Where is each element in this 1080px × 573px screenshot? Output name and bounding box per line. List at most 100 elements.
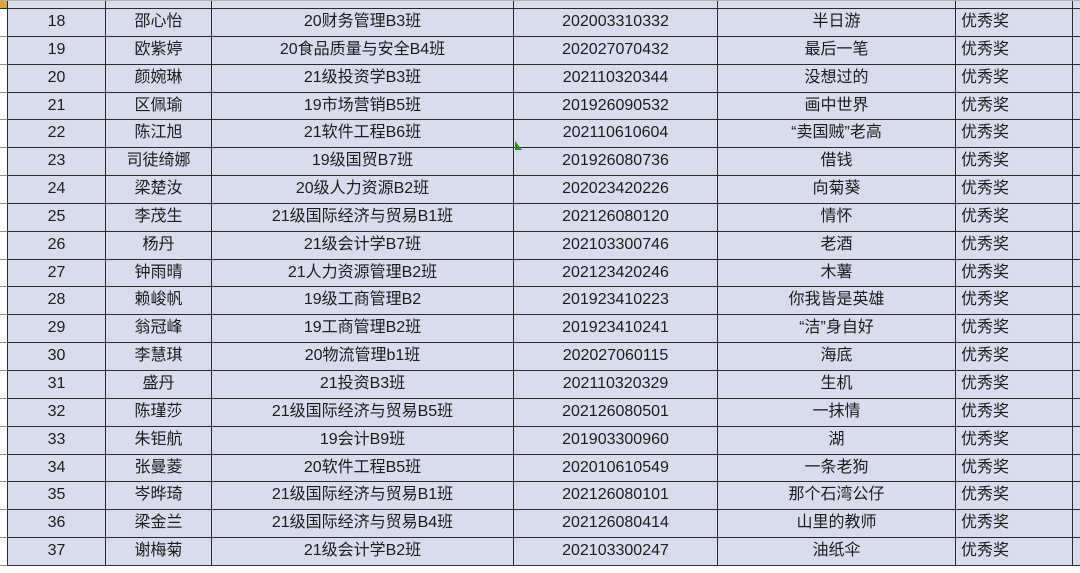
cell-award[interactable]: 优秀奖	[956, 315, 1073, 344]
cell-award[interactable]: 优秀奖	[956, 482, 1073, 511]
cell-class-name[interactable]: 21投资B3班	[212, 370, 514, 399]
cell-name[interactable]: 岑晔琦	[106, 482, 212, 511]
cell-no[interactable]: 27	[8, 259, 106, 288]
cell-class-name[interactable]: 21人力资源管理B2班	[212, 259, 514, 288]
cell-no[interactable]: 35	[8, 482, 106, 511]
cell-award[interactable]: 优秀奖	[956, 148, 1073, 177]
cell-no[interactable]: 30	[8, 343, 106, 371]
cell-work-title[interactable]: 最后一笔	[718, 36, 956, 65]
cell-work-title[interactable]: 木薯	[718, 259, 956, 288]
cell-class-name[interactable]: 21级投资学B3班	[212, 64, 514, 93]
cell-award[interactable]: 优秀奖	[956, 203, 1073, 232]
cell-class-name[interactable]: 21软件工程B6班	[212, 120, 514, 149]
cell-name[interactable]: 盛丹	[106, 370, 212, 399]
cell-work-title[interactable]: 画中世界	[718, 92, 956, 121]
cell-award[interactable]: 优秀奖	[956, 538, 1073, 566]
cell-no[interactable]: 33	[8, 426, 106, 455]
cell-student-id[interactable]: 201903300960	[514, 426, 718, 455]
cell-award[interactable]: 优秀奖	[956, 92, 1073, 121]
cell-student-id[interactable]: 202027070432	[514, 36, 718, 65]
cell-work-title[interactable]: 生机	[718, 370, 956, 399]
cell-student-id[interactable]: 201926080736	[514, 148, 718, 177]
cell-name[interactable]: 司徒绮娜	[106, 148, 212, 177]
cell-class-name[interactable]: 21级国际经济与贸易B1班	[212, 203, 514, 232]
cell-class-name[interactable]: 19工商管理B2班	[212, 315, 514, 344]
cell-name[interactable]: 张曼菱	[106, 454, 212, 483]
cell-student-id[interactable]: 201923410241	[514, 315, 718, 344]
cell-work-title[interactable]: 没想过的	[718, 64, 956, 93]
cell-student-id[interactable]: 202027060115	[514, 343, 718, 371]
cell-name[interactable]: 朱钜航	[106, 426, 212, 455]
cell-name[interactable]: 邵心怡	[106, 9, 212, 37]
cell-no[interactable]: 34	[8, 454, 106, 483]
cell-award[interactable]: 优秀奖	[956, 343, 1073, 371]
cell-student-id[interactable]: 202010610549	[514, 454, 718, 483]
cell-name[interactable]: 陈江旭	[106, 120, 212, 149]
cell-name[interactable]: 李茂生	[106, 203, 212, 232]
cell-no[interactable]: 21	[8, 92, 106, 121]
cell-student-id[interactable]: 201923410223	[514, 287, 718, 316]
cell-class-name[interactable]: 20食品质量与安全B4班	[212, 36, 514, 65]
cell-award[interactable]: 优秀奖	[956, 510, 1073, 539]
cell-award[interactable]: 优秀奖	[956, 454, 1073, 483]
cell-work-title[interactable]: 那个石湾公仔	[718, 482, 956, 511]
cell-award[interactable]: 优秀奖	[956, 259, 1073, 288]
cell-class-name[interactable]: 20软件工程B5班	[212, 454, 514, 483]
cell-no[interactable]: 37	[8, 538, 106, 566]
cell-no[interactable]: 23	[8, 148, 106, 177]
cell-name[interactable]: 陈瑾莎	[106, 398, 212, 427]
cell-award[interactable]: 优秀奖	[956, 9, 1073, 37]
cell-name[interactable]: 谢梅菊	[106, 538, 212, 566]
cell-work-title[interactable]: “卖国贼”老高	[718, 120, 956, 149]
cell-no[interactable]: 36	[8, 510, 106, 539]
cell-class-name[interactable]: 19市场营销B5班	[212, 92, 514, 121]
cell-student-id[interactable]: 202123420246	[514, 259, 718, 288]
cell-work-title[interactable]: 你我皆是英雄	[718, 287, 956, 316]
cell-no[interactable]: 28	[8, 287, 106, 316]
cell-name[interactable]: 欧紫婷	[106, 36, 212, 65]
cell-student-id[interactable]: 202003310332	[514, 9, 718, 37]
cell-award[interactable]: 优秀奖	[956, 398, 1073, 427]
cell-name[interactable]: 李慧琪	[106, 343, 212, 371]
cell-award[interactable]: 优秀奖	[956, 36, 1073, 65]
cell-student-id[interactable]: 201926090532	[514, 92, 718, 121]
cell-class-name[interactable]: 19会计B9班	[212, 426, 514, 455]
cell-work-title[interactable]: 情怀	[718, 203, 956, 232]
cell-student-id[interactable]: 202126080414	[514, 510, 718, 539]
cell-award[interactable]: 优秀奖	[956, 64, 1073, 93]
cell-award[interactable]: 优秀奖	[956, 231, 1073, 260]
cell-no[interactable]: 20	[8, 64, 106, 93]
cell-award[interactable]: 优秀奖	[956, 370, 1073, 399]
cell-student-id[interactable]: 202110610604	[514, 120, 718, 149]
cell-student-id[interactable]: 202103300247	[514, 538, 718, 566]
cell-class-name[interactable]: 21级国际经济与贸易B4班	[212, 510, 514, 539]
cell-name[interactable]: 赖峻帆	[106, 287, 212, 316]
cell-no[interactable]: 29	[8, 315, 106, 344]
cell-no[interactable]: 19	[8, 36, 106, 65]
cell-class-name[interactable]: 20财务管理B3班	[212, 9, 514, 37]
cell-work-title[interactable]: 湖	[718, 426, 956, 455]
cell-award[interactable]: 优秀奖	[956, 287, 1073, 316]
cell-student-id[interactable]: 202110320329	[514, 370, 718, 399]
cell-work-title[interactable]: 油纸伞	[718, 538, 956, 566]
cell-award[interactable]: 优秀奖	[956, 120, 1073, 149]
cell-award[interactable]: 优秀奖	[956, 426, 1073, 455]
cell-name[interactable]: 钟雨晴	[106, 259, 212, 288]
cell-class-name[interactable]: 21级国际经济与贸易B1班	[212, 482, 514, 511]
cell-no[interactable]: 24	[8, 176, 106, 204]
cell-student-id[interactable]: 202126080120	[514, 203, 718, 232]
cell-no[interactable]: 22	[8, 120, 106, 149]
cell-award[interactable]: 优秀奖	[956, 176, 1073, 204]
cell-work-title[interactable]: 向菊葵	[718, 176, 956, 204]
cell-name[interactable]: 杨丹	[106, 231, 212, 260]
cell-student-id[interactable]: 202023420226	[514, 176, 718, 204]
cell-class-name[interactable]: 21级国际经济与贸易B5班	[212, 398, 514, 427]
cell-class-name[interactable]: 21级会计学B7班	[212, 231, 514, 260]
cell-student-id[interactable]: 202126080101	[514, 482, 718, 511]
cell-student-id[interactable]: 202110320344	[514, 64, 718, 93]
cell-work-title[interactable]: 借钱	[718, 148, 956, 177]
cell-no[interactable]: 31	[8, 370, 106, 399]
cell-work-title[interactable]: 老酒	[718, 231, 956, 260]
cell-name[interactable]: 梁楚汝	[106, 176, 212, 204]
cell-work-title[interactable]: 一条老狗	[718, 454, 956, 483]
